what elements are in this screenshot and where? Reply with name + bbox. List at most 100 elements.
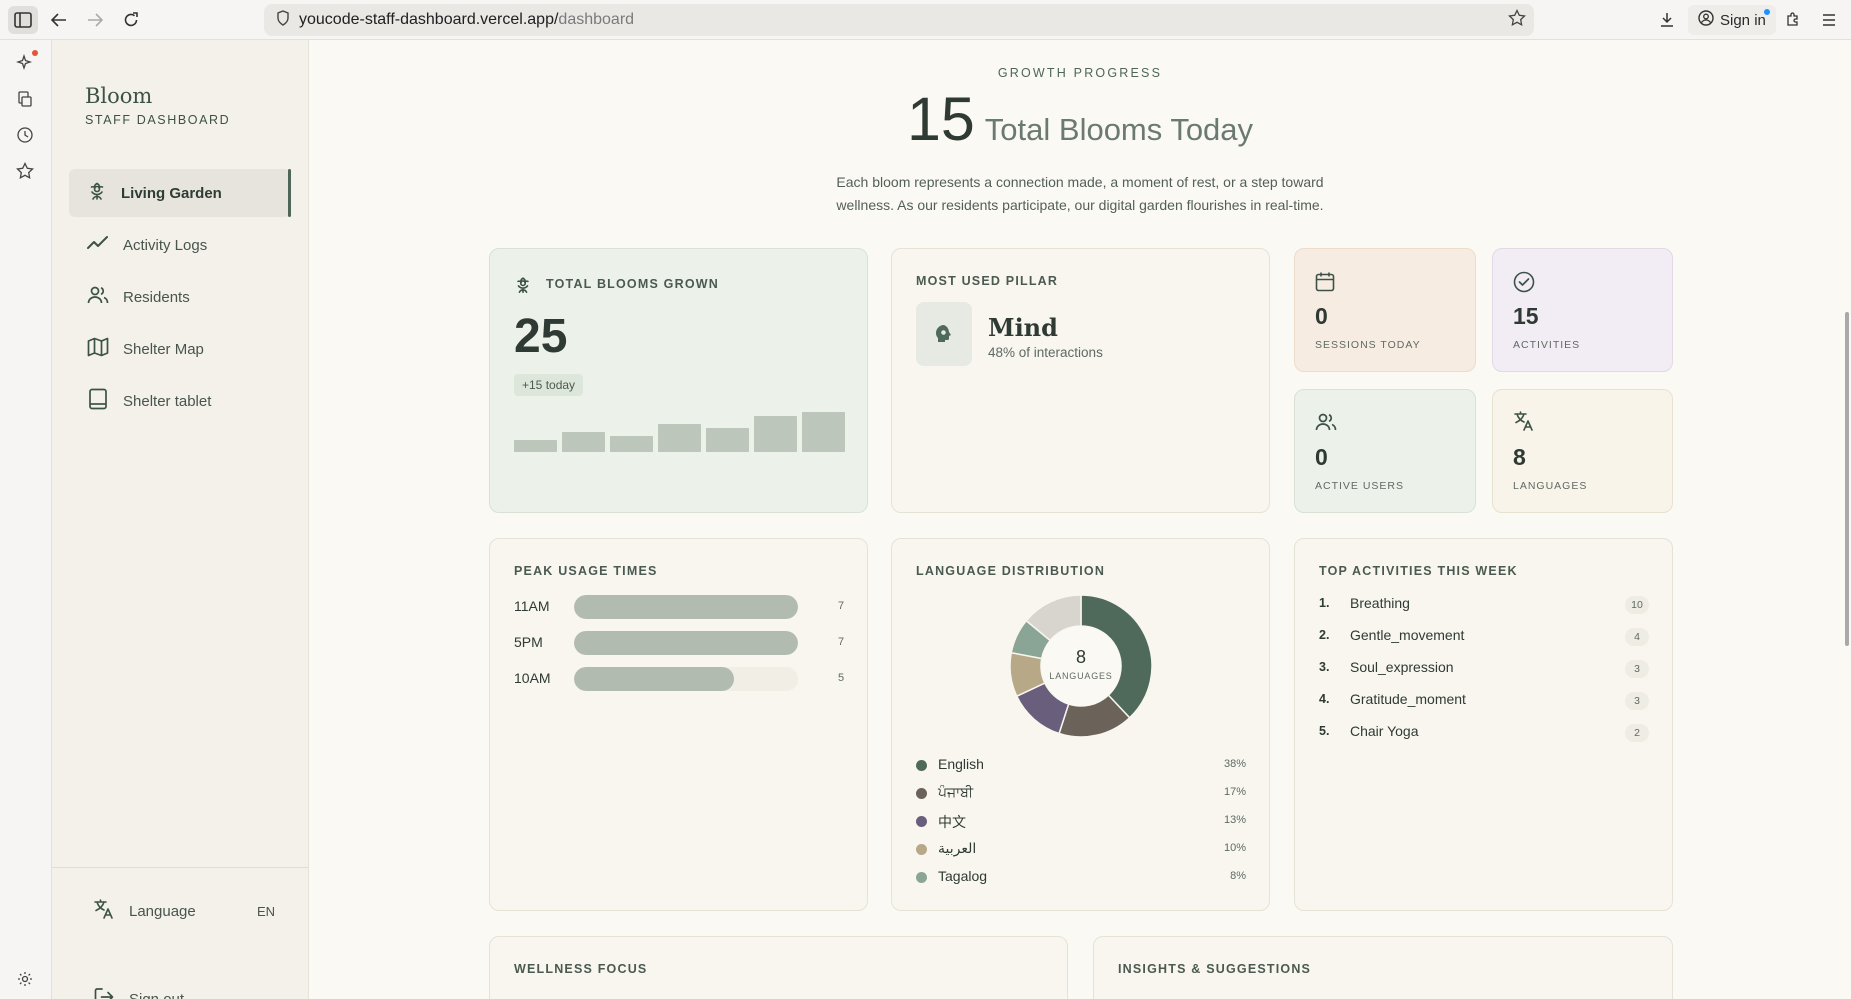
wellness-focus-card: WELLNESS FOCUS (489, 936, 1068, 999)
activity-rank: 3. (1319, 660, 1330, 674)
activity-item[interactable]: 4. Gratitude_moment 3 (1319, 690, 1649, 712)
language-distribution-title: LANGUAGE DISTRIBUTION (916, 564, 1106, 578)
sign-in-button[interactable]: Sign in (1688, 5, 1776, 35)
peak-time-label: 5PM (514, 634, 543, 650)
blooms-delta-badge: +15 today (514, 374, 584, 396)
extensions-icon[interactable] (1778, 6, 1808, 34)
sidebar-toggle-icon[interactable] (8, 6, 38, 34)
legend-language: Tagalog (938, 868, 988, 884)
legend-language: ਪੰਜਾਬੀ (938, 784, 974, 800)
translate-icon (1513, 410, 1535, 437)
insights-card: INSIGHTS & SUGGESTIONS (1093, 936, 1673, 999)
trend-bar (754, 416, 797, 452)
reload-icon[interactable] (116, 6, 146, 34)
address-bar[interactable]: youcode-staff-dashboard.vercel.app/dashb… (264, 4, 1534, 36)
tablet-icon (87, 388, 109, 414)
total-blooms-count: 15 (906, 85, 975, 153)
users-icon (1315, 412, 1337, 437)
most-used-pillar-card: MOST USED PILLAR Mind 48% of interaction… (891, 248, 1270, 513)
legend-swatch (916, 760, 927, 771)
browser-side-rail (0, 40, 52, 999)
languages-card: 8 LANGUAGES (1492, 389, 1673, 513)
legend-percent: 13% (1223, 814, 1246, 826)
page-scrollbar[interactable] (1845, 312, 1849, 646)
total-blooms-title: TOTAL BLOOMS GROWN (546, 277, 719, 291)
activities-value: 15 (1513, 303, 1539, 329)
total-blooms-card: TOTAL BLOOMS GROWN 25 +15 today (489, 248, 868, 513)
app-sidebar: Bloom STAFF DASHBOARD Living Garden Acti… (52, 40, 309, 999)
brand-name: Bloom (85, 84, 153, 108)
trend-bar (802, 412, 845, 452)
wellness-focus-title: WELLNESS FOCUS (514, 962, 648, 976)
top-activities-title: TOP ACTIVITIES THIS WEEK (1319, 564, 1518, 578)
bookmarks-icon[interactable] (14, 160, 36, 182)
peak-row: 11AM 7 (514, 595, 844, 619)
legend-item: 中文 13% (916, 811, 1246, 831)
peak-row: 10AM 5 (514, 667, 844, 691)
trend-line-icon (87, 233, 109, 257)
most-used-pillar-title: MOST USED PILLAR (916, 274, 1059, 288)
sign-out-button[interactable]: Sign out (93, 984, 184, 999)
total-blooms-label: Total Blooms Today (984, 112, 1254, 147)
translate-icon (93, 898, 115, 924)
activity-item[interactable]: 2. Gentle_movement 4 (1319, 626, 1649, 648)
check-circle-icon (1513, 271, 1535, 298)
donut-center-label: LANGUAGES (1049, 671, 1113, 681)
sidebar-item-shelter-tablet[interactable]: Shelter tablet (69, 377, 291, 425)
total-blooms-value: 25 (514, 310, 568, 363)
sidebar-item-label: Living Garden (121, 184, 222, 202)
forward-icon[interactable] (80, 6, 110, 34)
activity-rank: 4. (1319, 692, 1330, 706)
menu-icon[interactable] (1814, 6, 1844, 34)
peak-time-label: 11AM (514, 598, 550, 614)
history-icon[interactable] (14, 124, 36, 146)
legend-item: العربية 10% (916, 839, 1246, 859)
legend-percent: 8% (1230, 870, 1246, 882)
downloads-icon[interactable] (1652, 6, 1682, 34)
site-info-icon[interactable] (276, 9, 290, 31)
back-icon[interactable] (44, 6, 74, 34)
map-icon (87, 337, 109, 361)
sidebar-item-residents[interactable]: Residents (69, 273, 291, 321)
peak-time-label: 10AM (514, 670, 551, 686)
activities-card: 15 ACTIVITIES (1492, 248, 1673, 372)
sidebar-item-label: Residents (123, 288, 190, 306)
activities-label: ACTIVITIES (1513, 339, 1581, 351)
activity-item[interactable]: 5. Chair Yoga 2 (1319, 722, 1649, 744)
active-users-card: 0 ACTIVE USERS (1294, 389, 1476, 513)
activity-count-badge: 3 (1625, 660, 1649, 678)
sidebar-item-activity-logs[interactable]: Activity Logs (69, 221, 291, 269)
flower-icon (514, 275, 532, 300)
activity-name: Chair Yoga (1350, 723, 1419, 739)
brain-icon (916, 302, 972, 366)
peak-bar-track (574, 595, 798, 619)
language-selector[interactable]: Language EN (93, 896, 275, 926)
trend-bar (514, 440, 557, 452)
languages-label: LANGUAGES (1513, 480, 1588, 492)
active-users-label: ACTIVE USERS (1315, 480, 1405, 492)
url-path: dashboard (558, 11, 635, 28)
activity-item[interactable]: 1. Breathing 10 (1319, 594, 1649, 616)
peak-row: 5PM 7 (514, 631, 844, 655)
browser-toolbar: youcode-staff-dashboard.vercel.app/dashb… (0, 0, 1851, 40)
pillar-name: Mind (988, 313, 1058, 342)
activity-name: Soul_expression (1350, 659, 1454, 675)
sign-out-icon (93, 986, 115, 999)
sidebar-item-living-garden[interactable]: Living Garden (69, 169, 291, 217)
ai-sparkle-icon[interactable] (14, 50, 38, 74)
peak-bar-track (574, 631, 798, 655)
trend-bar (610, 436, 653, 452)
bookmark-star-icon[interactable] (1508, 8, 1526, 32)
sidebar-item-shelter-map[interactable]: Shelter Map (69, 325, 291, 373)
legend-percent: 38% (1223, 758, 1246, 770)
activity-item[interactable]: 3. Soul_expression 3 (1319, 658, 1649, 680)
settings-gear-icon[interactable] (14, 968, 36, 990)
activity-name: Gratitude_moment (1350, 691, 1466, 707)
legend-swatch (916, 872, 927, 883)
activity-count-badge: 2 (1625, 724, 1649, 742)
legend-swatch (916, 788, 927, 799)
synced-tabs-icon[interactable] (14, 88, 36, 110)
legend-percent: 17% (1223, 786, 1246, 798)
legend-language: 中文 (938, 814, 966, 830)
trend-bar (562, 432, 605, 452)
